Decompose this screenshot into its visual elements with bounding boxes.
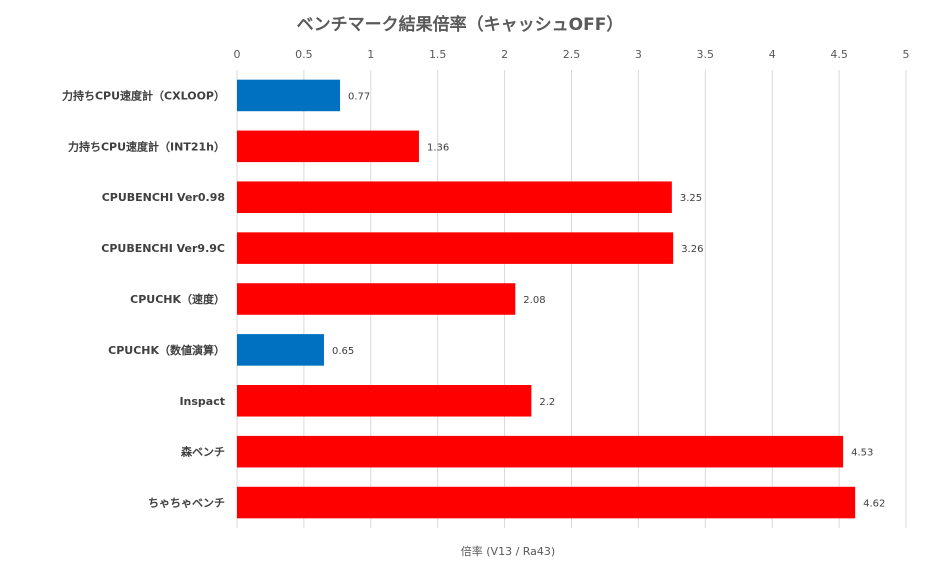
data-label: 2.2 [539,397,555,408]
category-label: CPUCHK（数値演算） [108,343,225,357]
chart-title: ベンチマーク結果倍率（キャッシュOFF） [297,14,624,35]
bar [237,232,674,264]
bar [237,283,516,315]
data-label: 4.62 [863,499,885,510]
x-tick-label: 3.5 [697,48,715,61]
x-tick-label: 1 [367,48,374,61]
x-tick-label: 0 [234,48,241,61]
x-tick-label: 4 [769,48,776,61]
bar [237,181,672,213]
x-tick-label: 3 [635,48,642,61]
category-label: Inspact [179,395,225,408]
category-label: 森ベンチ [181,445,225,459]
data-label: 3.26 [681,244,703,255]
x-tick-label: 2.5 [563,48,581,61]
x-tick-label: 0.5 [295,48,313,61]
category-label: 力持ちCPU速度計（INT21h） [68,139,225,153]
category-label: CPUBENCHI Ver9.9C [101,242,225,255]
x-tick-label: 1.5 [429,48,447,61]
category-labels: 力持ちCPU速度計（CXLOOP） 力持ちCPU速度計（INT21h） CPUBEN… [62,88,225,509]
data-label: 1.36 [427,142,449,153]
data-label: 4.53 [851,448,873,459]
bar [237,130,419,163]
x-axis-title: 倍率 (V13 / Ra43) [461,544,555,558]
x-tick-label: 5 [903,48,910,61]
x-axis-ticks: 0 0.5 1 1.5 2 2.5 3 3.5 4 4.5 5 [234,48,910,61]
x-tick-label: 2 [501,48,508,61]
category-label: CPUCHK（速度） [130,292,225,306]
bar [237,486,856,519]
category-label: CPUBENCHI Ver0.98 [102,191,225,204]
data-label: 0.65 [332,346,354,357]
data-label: 0.77 [348,91,370,102]
bar [237,79,341,112]
data-label: 3.25 [680,193,702,204]
category-label: 力持ちCPU速度計（CXLOOP） [62,88,225,102]
data-label: 2.08 [523,295,545,306]
bar [237,385,532,417]
category-label: ちゃちゃベンチ [148,497,225,510]
bar [237,435,844,468]
data-labels: 0.77 1.36 3.25 3.26 2.08 0.65 2.2 4.53 4.62 [332,91,885,509]
bar [237,334,324,366]
bars [237,79,856,519]
x-tick-label: 4.5 [830,48,848,61]
